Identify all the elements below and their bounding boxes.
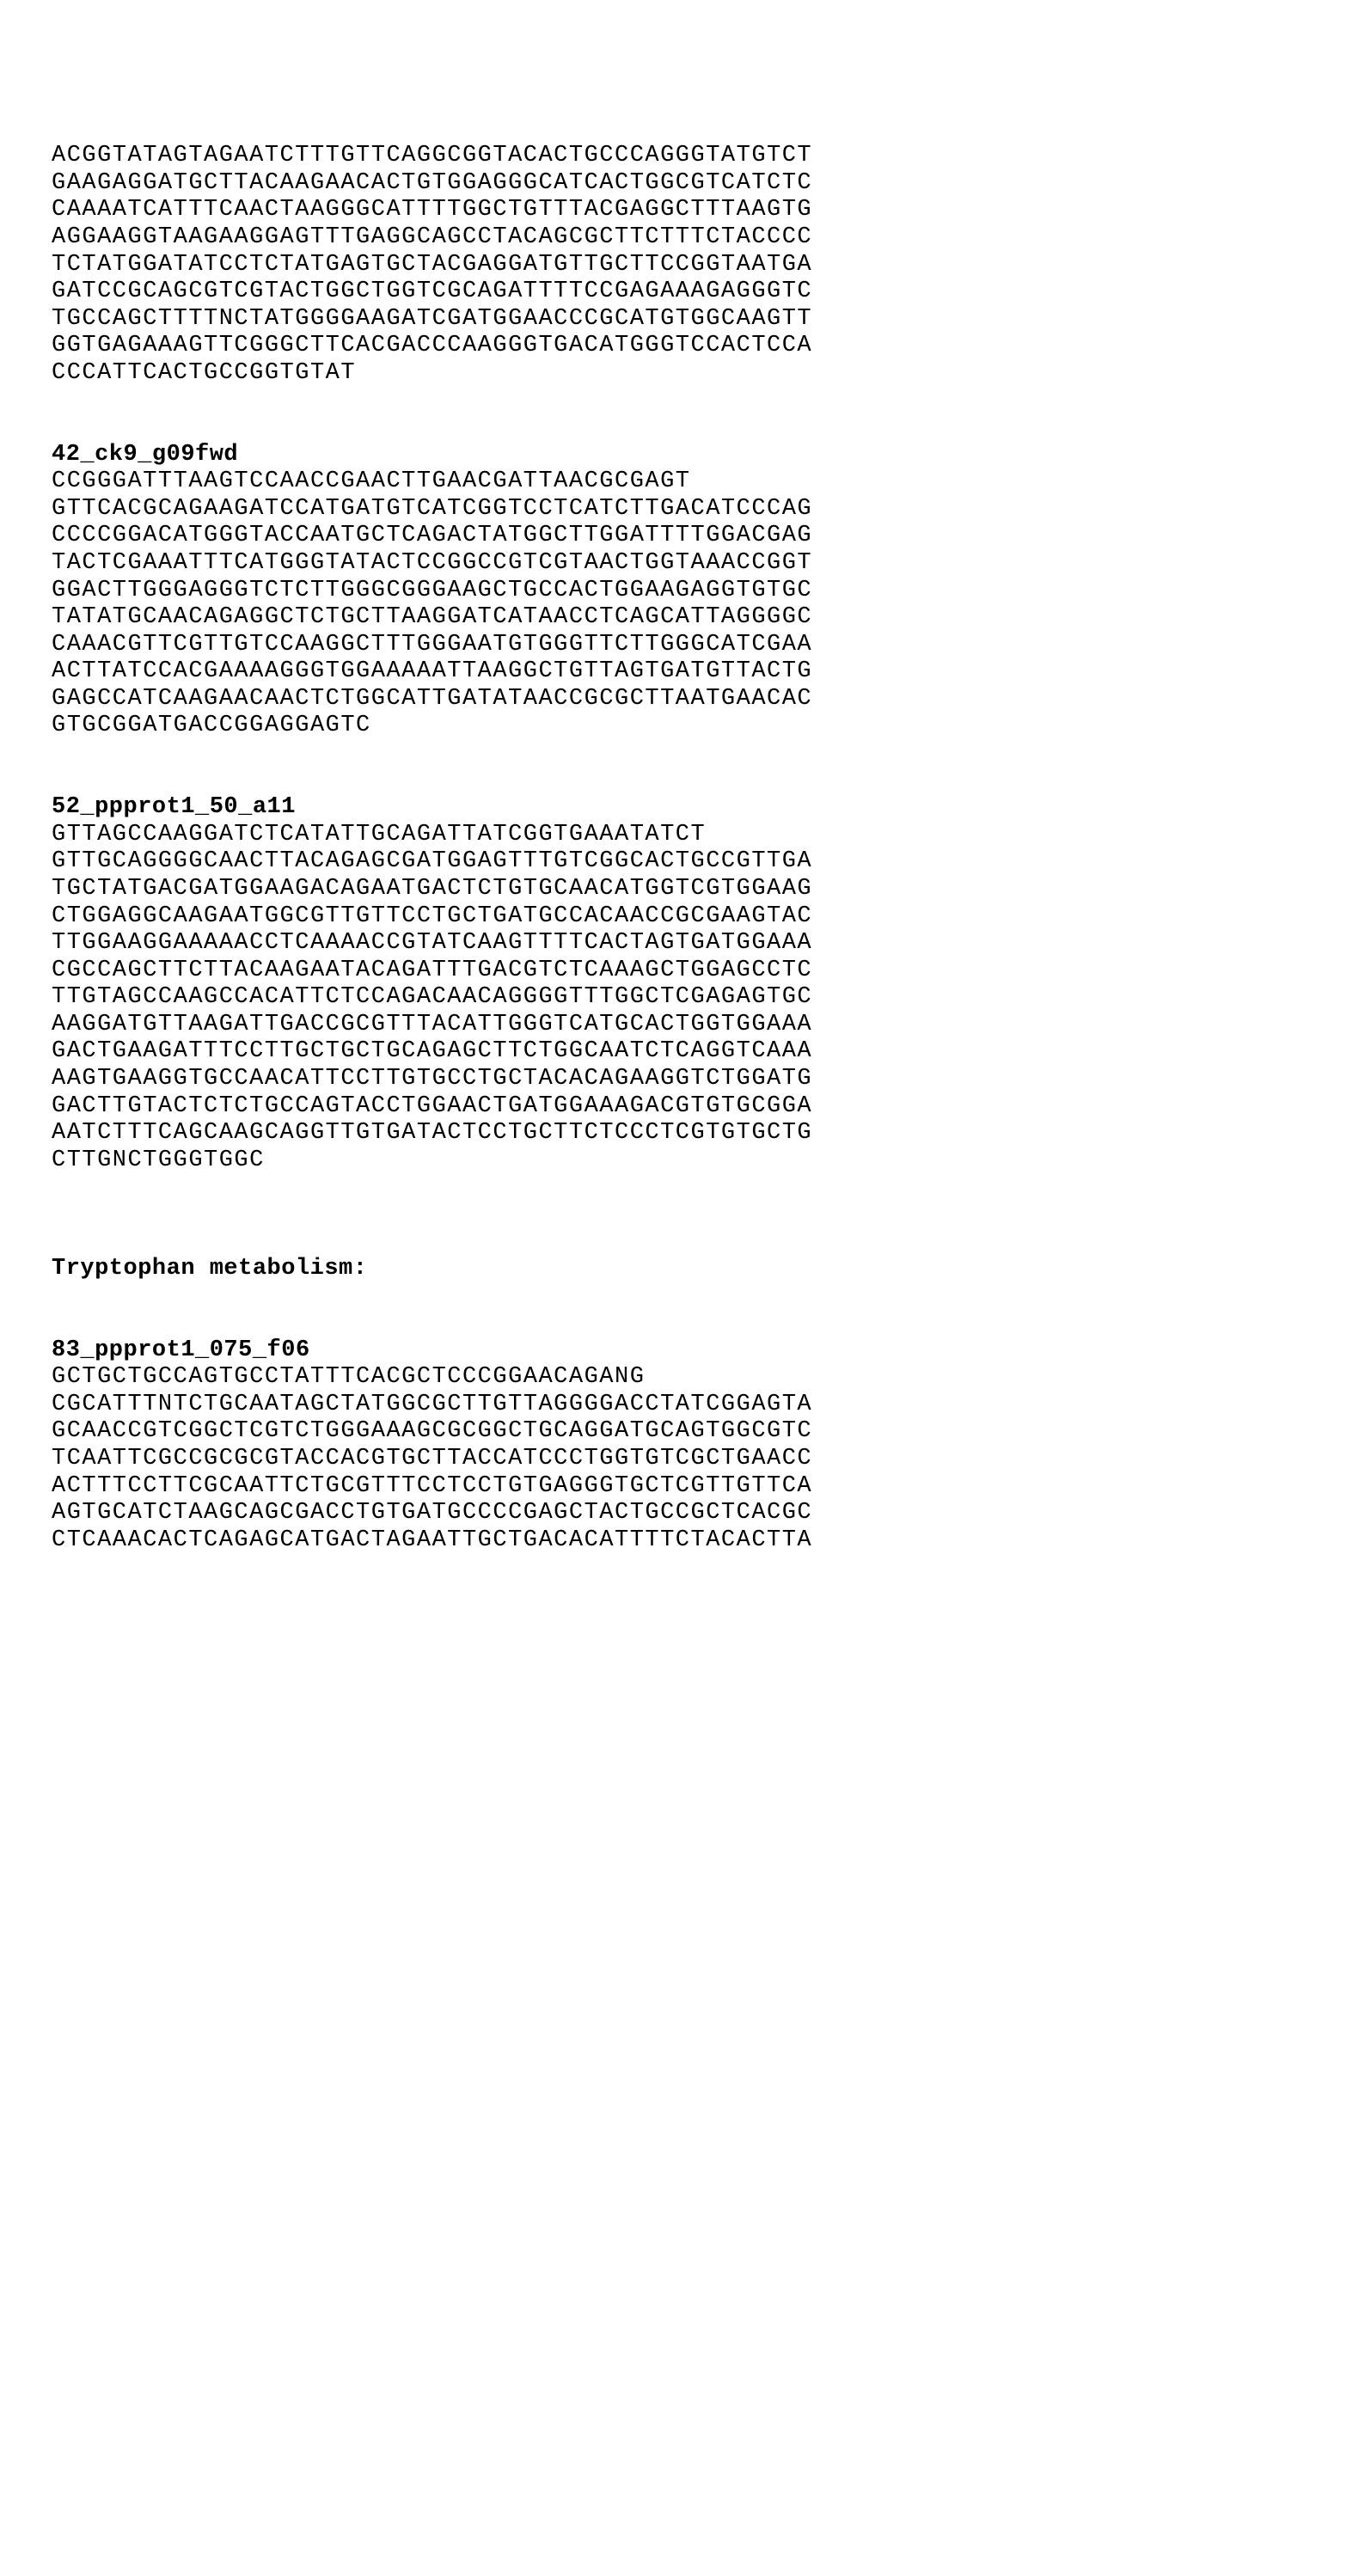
seq-line: GGACTTGGGAGGGTCTCTTGGGCGGGAAGCTGCCACTGGA… <box>52 578 812 603</box>
seq-line: GAGCCATCAAGAACAACTCTGGCATTGATATAACCGCGCT… <box>52 686 812 712</box>
entry-title: 83_ppprot1_075_f06 <box>52 1337 310 1363</box>
seq-line: GAAGAGGATGCTTACAAGAACACTGTGGAGGGCATCACTG… <box>52 170 812 196</box>
seq-line: CTTGNCTGGGTGGC <box>52 1147 265 1173</box>
seq-line: CCCATTCACTGCCGGTGTAT <box>52 360 356 386</box>
seq-line: GGTGAGAAAGTTCGGGCTTCACGACCCAAGGGTGACATGG… <box>52 333 812 358</box>
seq-line: CAAAATCATTTCAACTAAGGGCATTTTGGCTGTTTACGAG… <box>52 197 812 223</box>
entry-title: 52_ppprot1_50_a11 <box>52 794 296 820</box>
seq-line: TTGTAGCCAAGCCACATTCTCCAGACAACAGGGGTTTGGC… <box>52 984 812 1010</box>
seq-line: AAGGATGTTAAGATTGACCGCGTTTACATTGGGTCATGCA… <box>52 1012 812 1037</box>
seq-line: GCTGCTGCCAGTGCCTATTTCACGCTCCCGGAACAGANG <box>52 1364 645 1390</box>
seq-line: ACTTATCCACGAAAAGGGTGGAAAAATTAAGGCTGTTAGT… <box>52 658 812 684</box>
seq-line: GTTCACGCAGAAGATCCATGATGTCATCGGTCCTCATCTT… <box>52 496 812 522</box>
seq-line: CTGGAGGCAAGAATGGCGTTGTTCCTGCTGATGCCACAAC… <box>52 903 812 929</box>
seq-line: GACTTGTACTCTCTGCCAGTACCTGGAACTGATGGAAAGA… <box>52 1093 812 1119</box>
seq-line: AATCTTTCAGCAAGCAGGTTGTGATACTCCTGCTTCTCCC… <box>52 1120 812 1146</box>
seq-line: AGTGCATCTAAGCAGCGACCTGTGATGCCCCGAGCTACTG… <box>52 1500 812 1526</box>
seq-line: ACGGTATAGTAGAATCTTTGTTCAGGCGGTACACTGCCCA… <box>52 143 812 168</box>
seq-line: TACTCGAAATTTCATGGGTATACTCCGGCCGTCGTAACTG… <box>52 550 812 576</box>
seq-line: GCAACCGTCGGCTCGTCTGGGAAAGCGCGGCTGCAGGATG… <box>52 1418 812 1444</box>
seq-line: TGCCAGCTTTTNCTATGGGGAAGATCGATGGAACCCGCAT… <box>52 306 812 332</box>
seq-line: TTGGAAGGAAAAACCTCAAAACCGTATCAAGTTTTCACTA… <box>52 930 812 956</box>
seq-line: CGCCAGCTTCTTACAAGAATACAGATTTGACGTCTCAAAG… <box>52 958 812 983</box>
seq-line: TGCTATGACGATGGAAGACAGAATGACTCTGTGCAACATG… <box>52 876 812 902</box>
seq-line: CTCAAACACTCAGAGCATGACTAGAATTGCTGACACATTT… <box>52 1527 812 1553</box>
seq-line: GTGCGGATGACCGGAGGAGTC <box>52 713 371 738</box>
section-heading: Tryptophan metabolism: <box>52 1256 367 1282</box>
seq-line: GTTAGCCAAGGATCTCATATTGCAGATTATCGGTGAAATA… <box>52 822 706 847</box>
seq-line: TATATGCAACAGAGGCTCTGCTTAAGGATCATAACCTCAG… <box>52 604 812 630</box>
seq-line: AGGAAGGTAAGAAGGAGTTTGAGGCAGCCTACAGCGCTTC… <box>52 224 812 250</box>
seq-line: GACTGAAGATTTCCTTGCTGCTGCAGAGCTTCTGGCAATC… <box>52 1038 812 1064</box>
entry-title: 42_ck9_g09fwd <box>52 442 238 468</box>
seq-line: CCGGGATTTAAGTCCAACCGAACTTGAACGATTAACGCGA… <box>52 468 691 494</box>
seq-line: CGCATTTNTCTGCAATAGCTATGGCGCTTGTTAGGGGACC… <box>52 1392 812 1417</box>
seq-line: CCCCGGACATGGGTACCAATGCTCAGACTATGGCTTGGAT… <box>52 523 812 548</box>
seq-line: AAGTGAAGGTGCCAACATTCCTTGTGCCTGCTACACAGAA… <box>52 1066 812 1092</box>
seq-line: ACTTTCCTTCGCAATTCTGCGTTTCCTCCTGTGAGGGTGC… <box>52 1473 812 1499</box>
seq-line: GATCCGCAGCGTCGTACTGGCTGGTCGCAGATTTTCCGAG… <box>52 278 812 304</box>
seq-line: TCTATGGATATCCTCTATGAGTGCTACGAGGATGTTGCTT… <box>52 252 812 278</box>
seq-line: TCAATTCGCCGCGCGTACCACGTGCTTACCATCCCTGGTG… <box>52 1446 812 1472</box>
seq-line: GTTGCAGGGGCAACTTACAGAGCGATGGAGTTTGTCGGCA… <box>52 848 812 874</box>
seq-line: CAAACGTTCGTTGTCCAAGGCTTTGGGAATGTGGGTTCTT… <box>52 632 812 658</box>
